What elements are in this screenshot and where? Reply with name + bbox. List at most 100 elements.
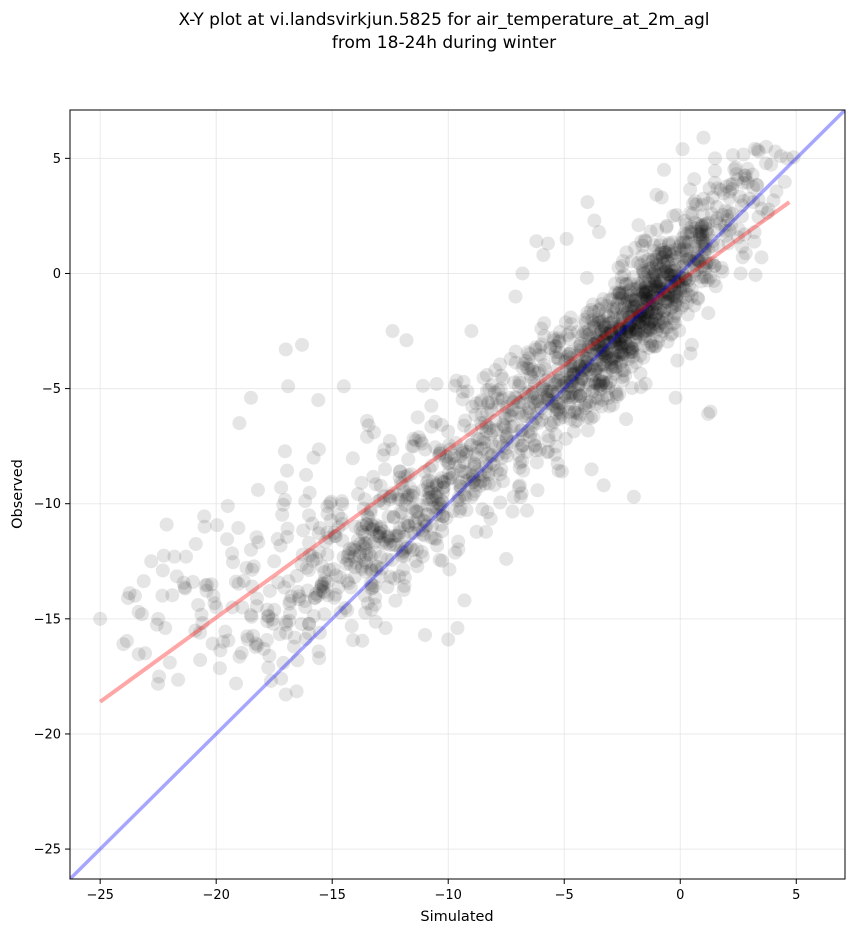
data-point — [639, 305, 654, 320]
data-point — [479, 459, 494, 474]
data-point — [302, 616, 317, 631]
data-point — [441, 466, 456, 481]
data-point — [384, 533, 399, 548]
data-point — [299, 560, 314, 575]
data-point — [595, 328, 610, 343]
data-point — [220, 532, 235, 547]
data-point — [694, 274, 709, 289]
data-point — [622, 345, 637, 360]
data-point — [751, 192, 766, 207]
data-point — [484, 395, 499, 410]
data-point — [747, 141, 762, 156]
data-point — [301, 508, 316, 523]
data-point — [333, 605, 348, 620]
data-point — [424, 489, 439, 504]
data-point — [655, 242, 670, 257]
data-point — [695, 232, 710, 247]
data-point — [563, 373, 578, 388]
data-point — [561, 349, 576, 364]
data-point — [649, 258, 664, 273]
data-point — [647, 274, 662, 289]
data-point — [320, 499, 335, 514]
data-point — [594, 378, 609, 393]
data-point — [348, 543, 363, 558]
data-point — [630, 304, 645, 319]
data-point — [673, 281, 688, 296]
data-point — [623, 340, 638, 355]
data-point — [455, 392, 470, 407]
data-point — [282, 613, 297, 628]
data-point — [618, 336, 633, 351]
data-point — [643, 290, 658, 305]
data-point — [570, 401, 585, 416]
data-point — [441, 456, 456, 471]
data-point — [648, 295, 663, 310]
data-point — [397, 484, 412, 499]
data-point — [151, 611, 166, 626]
data-point — [368, 614, 383, 629]
data-point — [615, 336, 630, 351]
data-point — [530, 393, 545, 408]
data-point — [659, 254, 674, 269]
data-point — [711, 238, 726, 253]
data-point — [298, 494, 313, 509]
data-point — [669, 275, 684, 290]
data-point — [385, 442, 400, 457]
data-point — [652, 238, 667, 253]
data-point — [625, 326, 640, 341]
data-point — [343, 557, 358, 572]
data-point — [571, 386, 586, 401]
data-point — [718, 203, 733, 218]
data-point — [394, 492, 409, 507]
data-point — [282, 596, 297, 611]
data-point — [452, 492, 467, 507]
data-point — [491, 398, 506, 413]
data-point — [341, 553, 356, 568]
data-point — [573, 342, 588, 357]
data-point — [136, 574, 151, 589]
data-point — [646, 316, 661, 331]
data-point — [261, 608, 276, 623]
data-point — [297, 594, 312, 609]
data-point — [667, 246, 682, 261]
data-point — [261, 609, 276, 624]
data-point — [662, 260, 677, 275]
data-point — [481, 465, 496, 480]
data-point — [415, 523, 430, 538]
data-point — [367, 535, 382, 550]
data-point — [656, 270, 671, 285]
data-point — [650, 305, 665, 320]
data-point — [544, 384, 559, 399]
data-point — [718, 223, 733, 238]
data-point — [634, 234, 649, 249]
data-point — [495, 393, 510, 408]
data-point — [625, 308, 640, 323]
data-point — [552, 345, 567, 360]
data-point — [545, 398, 560, 413]
data-point — [650, 279, 665, 294]
data-point — [606, 350, 621, 365]
data-point — [400, 490, 415, 505]
data-point — [368, 477, 383, 492]
data-point — [645, 339, 660, 354]
data-point — [340, 549, 355, 564]
data-point — [410, 504, 425, 519]
data-point — [716, 186, 731, 201]
data-point — [459, 447, 474, 462]
data-point — [586, 409, 601, 424]
x-tick-label: 5 — [792, 888, 800, 903]
data-point — [494, 368, 509, 383]
data-point — [577, 312, 592, 327]
data-point — [550, 362, 565, 377]
data-point — [622, 294, 637, 309]
data-point — [638, 329, 653, 344]
data-point — [301, 535, 316, 550]
data-point — [576, 325, 591, 340]
data-point — [314, 559, 329, 574]
data-point — [617, 296, 632, 311]
data-point — [649, 252, 664, 267]
data-point — [563, 325, 578, 340]
data-point — [652, 315, 667, 330]
data-point — [500, 448, 515, 463]
data-point — [628, 312, 643, 327]
